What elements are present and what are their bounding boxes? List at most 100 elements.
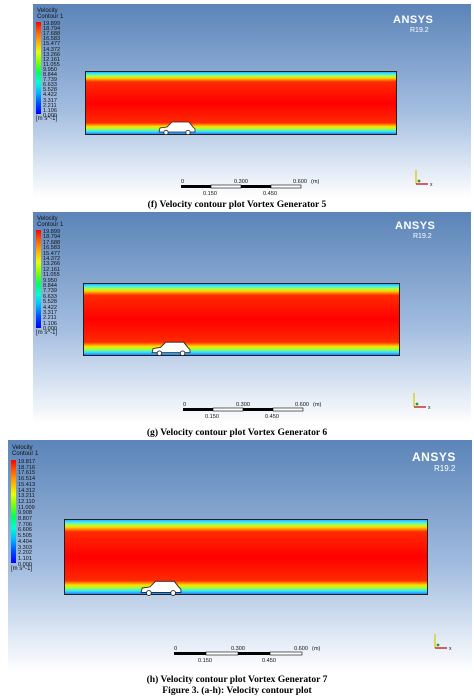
legend-tick: 9.950 — [43, 277, 57, 284]
legend-tick: 17.688 — [43, 239, 61, 246]
axis-triad-icon: x — [415, 170, 433, 188]
legend-title-line1: Velocity — [12, 445, 33, 451]
legend-tick: 5.505 — [18, 533, 32, 540]
color-bar — [11, 460, 16, 563]
legend-tick: 14.372 — [43, 256, 61, 262]
legend-tick: 6.633 — [43, 293, 57, 300]
vehicle-outline-icon — [158, 121, 196, 135]
legend-tick: 15.413 — [18, 481, 36, 488]
legend-tick: 16.583 — [43, 36, 61, 43]
scale-label: 0.150 — [205, 414, 219, 420]
scale-label: 0.150 — [203, 191, 217, 197]
scale-bar: 0 0.300 0.600 (m) 0.150 0.450 — [183, 402, 343, 424]
legend-tick: 12.161 — [43, 56, 61, 63]
legend-tick: 7.706 — [18, 521, 32, 528]
legend-unit: [m s^-1] — [36, 330, 58, 336]
legend-tick: 2.202 — [18, 550, 32, 557]
legend-tick: 13.266 — [43, 51, 61, 58]
legend-title-line2: Contour 1 — [12, 451, 39, 457]
legend-tick: 5.528 — [43, 87, 57, 94]
vehicle-outline-icon — [140, 580, 182, 596]
legend-tick: 4.404 — [18, 538, 32, 545]
scale-label: 0.450 — [262, 658, 276, 664]
legend-tick: 0.000 — [43, 326, 57, 333]
scale-label: 0 — [181, 179, 184, 185]
legend-tick: 0.000 — [18, 561, 32, 568]
scale-unit: (m) — [313, 402, 322, 408]
scale-bar: 0 0.300 0.600 (m) 0.150 0.450 — [174, 646, 344, 672]
velocity-contour-domain — [64, 519, 428, 595]
legend-tick: 2.211 — [43, 315, 57, 322]
legend-tick: 1.106 — [43, 107, 57, 114]
scale-label: 0.450 — [265, 414, 279, 420]
legend-tick: 16.514 — [18, 476, 36, 483]
legend-tick: 17.615 — [18, 470, 36, 477]
legend-tick: 12.161 — [43, 266, 61, 273]
legend-tick: 14.312 — [18, 487, 36, 494]
velocity-contour-domain — [85, 71, 397, 135]
legend-tick: 6.606 — [18, 527, 32, 534]
svg-text:x: x — [428, 405, 431, 411]
scale-label: 0.600 — [294, 646, 308, 652]
scale-label: 0.300 — [234, 179, 248, 185]
legend-tick: 7.739 — [43, 288, 57, 295]
figure-caption: Figure 3. (a-h): Velocity contour plot — [162, 685, 312, 696]
legend-tick: 4.422 — [43, 92, 57, 99]
legend-tick: 6.633 — [43, 82, 57, 89]
legend-tick: 8.844 — [43, 72, 57, 78]
legend-tick: 7.739 — [43, 77, 57, 84]
legend-title-line2: Contour 1 — [37, 14, 64, 20]
legend-tick: 0.000 — [43, 112, 57, 119]
ansys-release: R19.2 — [413, 233, 432, 240]
legend-tick: 14.372 — [43, 46, 61, 53]
legend-tick: 13.211 — [18, 493, 35, 500]
ansys-logo: ANSYS — [412, 450, 456, 464]
legend-tick: 9.950 — [43, 66, 57, 73]
svg-text:x: x — [430, 182, 433, 188]
legend-tick: 8.844 — [43, 283, 57, 289]
legend-tick: 4.422 — [43, 304, 57, 311]
axis-triad-icon: x — [434, 634, 452, 652]
scale-label: 0 — [183, 402, 186, 408]
legend-tick: 15.477 — [43, 41, 61, 48]
legend-tick: 3.317 — [43, 97, 57, 104]
panel-caption-f: (f) Velocity contour plot Vortex Generat… — [147, 199, 327, 210]
legend-tick: 19.817 — [18, 459, 36, 465]
contour-panel-f: Velocity Contour 1 19.899 18.794 17.688 … — [33, 4, 471, 198]
legend-tick: 11.009 — [18, 504, 35, 511]
legend-tick: 18.794 — [43, 234, 61, 241]
legend-tick: 11.055 — [43, 272, 60, 279]
legend-tick: 9.908 — [18, 510, 32, 517]
legend-tick: 3.303 — [18, 544, 32, 551]
contour-panel-g: Velocity Contour 1 19.899 18.794 17.688 … — [33, 212, 471, 424]
legend-tick: 3.317 — [43, 310, 57, 316]
legend-tick: 17.688 — [43, 31, 61, 38]
scale-label: 0.150 — [198, 658, 212, 664]
panel-caption-h: (h) Velocity contour plot Vortex Generat… — [146, 674, 328, 685]
legend-tick: 5.528 — [43, 299, 57, 306]
legend-title-line2: Contour 1 — [37, 222, 64, 228]
legend-tick: 1.101 — [18, 555, 32, 562]
ansys-logo: ANSYS — [393, 14, 434, 26]
scale-label: 0 — [174, 646, 177, 652]
legend-tick: 2.211 — [43, 102, 57, 109]
panel-caption-g: (g) Velocity contour plot Vortex Generat… — [146, 427, 328, 438]
scale-label: 0.600 — [293, 179, 307, 185]
scale-unit: (m) — [311, 179, 320, 185]
axis-triad-icon: x — [413, 393, 431, 411]
scale-unit: (m) — [312, 646, 321, 652]
legend-tick: 12.110 — [18, 498, 35, 505]
legend-tick: 16.583 — [43, 245, 61, 252]
legend-unit: [m s^-1] — [36, 116, 58, 122]
legend-tick: 18.794 — [43, 26, 61, 33]
legend-unit: [m s^-1] — [11, 566, 33, 572]
legend-tick: 13.266 — [43, 261, 61, 268]
contour-panel-h: Velocity Contour 1 19.817 18.716 17.615 … — [8, 440, 472, 672]
scale-label: 0.300 — [236, 402, 250, 408]
svg-text:x: x — [449, 646, 452, 652]
scale-label: 0.300 — [231, 646, 245, 652]
ansys-logo: ANSYS — [395, 220, 436, 232]
legend-tick: 15.477 — [43, 250, 61, 257]
scale-label: 0.600 — [295, 402, 309, 408]
color-bar — [36, 22, 41, 114]
